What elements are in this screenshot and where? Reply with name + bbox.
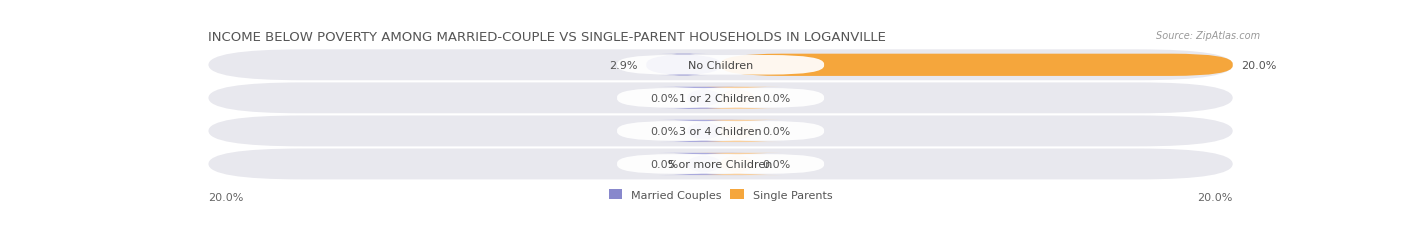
Text: 0.0%: 0.0% bbox=[651, 94, 679, 103]
Text: 3 or 4 Children: 3 or 4 Children bbox=[679, 126, 762, 136]
FancyBboxPatch shape bbox=[659, 120, 748, 142]
FancyBboxPatch shape bbox=[693, 87, 782, 109]
Text: 2.9%: 2.9% bbox=[609, 61, 637, 70]
Text: 0.0%: 0.0% bbox=[762, 159, 790, 169]
FancyBboxPatch shape bbox=[659, 87, 748, 109]
Text: 1 or 2 Children: 1 or 2 Children bbox=[679, 94, 762, 103]
Text: Source: ZipAtlas.com: Source: ZipAtlas.com bbox=[1156, 31, 1260, 41]
Legend: Married Couples, Single Parents: Married Couples, Single Parents bbox=[609, 190, 832, 200]
FancyBboxPatch shape bbox=[693, 153, 782, 175]
Text: 0.0%: 0.0% bbox=[762, 126, 790, 136]
Text: INCOME BELOW POVERTY AMONG MARRIED-COUPLE VS SINGLE-PARENT HOUSEHOLDS IN LOGANVI: INCOME BELOW POVERTY AMONG MARRIED-COUPL… bbox=[208, 31, 886, 44]
FancyBboxPatch shape bbox=[693, 120, 782, 142]
Text: 0.0%: 0.0% bbox=[651, 159, 679, 169]
Text: 20.0%: 20.0% bbox=[208, 192, 243, 202]
FancyBboxPatch shape bbox=[721, 55, 1233, 77]
Text: 0.0%: 0.0% bbox=[762, 94, 790, 103]
Text: 20.0%: 20.0% bbox=[1241, 61, 1277, 70]
FancyBboxPatch shape bbox=[208, 83, 1233, 114]
FancyBboxPatch shape bbox=[208, 149, 1233, 180]
Text: No Children: No Children bbox=[688, 61, 754, 70]
Text: 20.0%: 20.0% bbox=[1198, 192, 1233, 202]
FancyBboxPatch shape bbox=[208, 116, 1233, 147]
FancyBboxPatch shape bbox=[617, 155, 824, 174]
Text: 5 or more Children: 5 or more Children bbox=[668, 159, 773, 169]
FancyBboxPatch shape bbox=[208, 50, 1233, 81]
Text: 0.0%: 0.0% bbox=[651, 126, 679, 136]
FancyBboxPatch shape bbox=[647, 55, 721, 77]
FancyBboxPatch shape bbox=[617, 89, 824, 108]
FancyBboxPatch shape bbox=[617, 122, 824, 141]
FancyBboxPatch shape bbox=[617, 56, 824, 75]
FancyBboxPatch shape bbox=[659, 153, 748, 175]
